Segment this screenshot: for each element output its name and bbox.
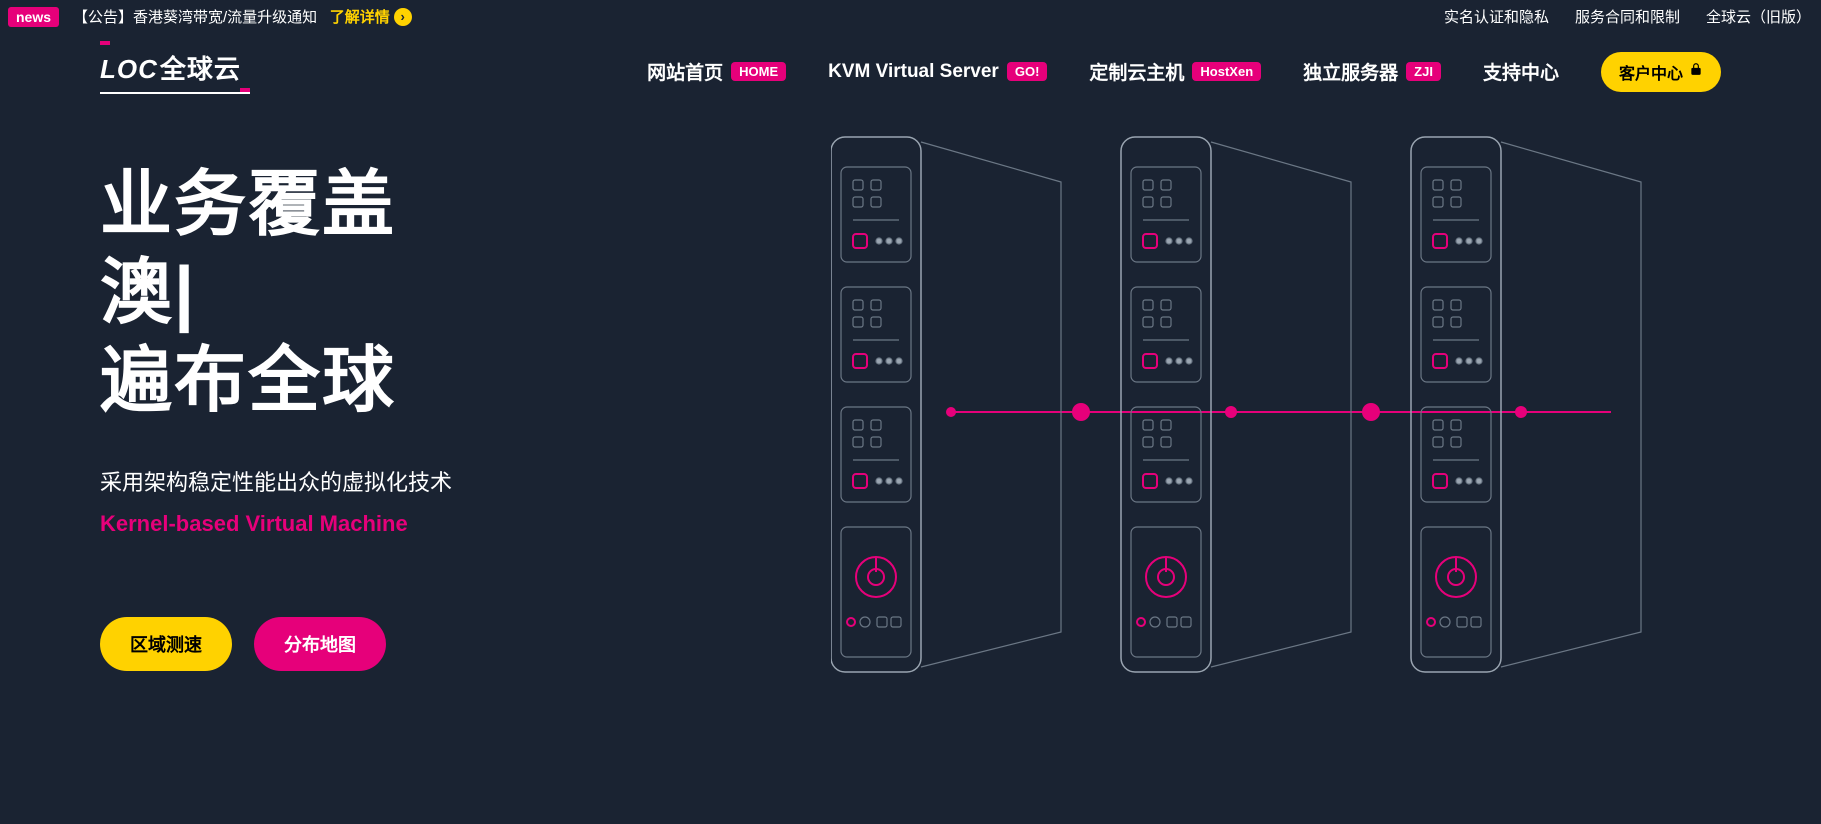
arrow-right-icon: › (394, 8, 412, 26)
nav-item-home[interactable]: 网站首页 HOME (647, 58, 786, 85)
server-svg (831, 112, 1731, 712)
server-panel-icon (921, 142, 1061, 667)
nav-label: 支持中心 (1483, 58, 1559, 85)
topbar-link-auth[interactable]: 实名认证和隐私 (1444, 6, 1549, 27)
logo-dot-icon (100, 41, 110, 45)
server-rack-2 (1121, 137, 1351, 672)
server-panel-icon (1501, 142, 1641, 667)
nav-item-kvm[interactable]: KVM Virtual Server GO! (828, 61, 1047, 83)
server-slot-icon (1421, 287, 1491, 382)
news-badge[interactable]: news (8, 7, 59, 27)
server-slot-icon (1421, 167, 1491, 262)
connection-node-icon (1362, 403, 1380, 421)
server-rack-1 (831, 137, 1061, 672)
hero-text: 业务覆盖 澳| 遍布全球 采用架构稳定性能出众的虚拟化技术 Kernel-bas… (100, 162, 452, 671)
nav-label: KVM Virtual Server (828, 61, 999, 83)
announcement-body: 【公告】香港葵湾带宽/流量升级通知 (73, 9, 317, 26)
learn-more-label: 了解详情 (330, 6, 390, 27)
hero-subtitle-2: Kernel-based Virtual Machine (100, 511, 452, 537)
server-slot-icon (1131, 167, 1201, 262)
nav-item-dedicated[interactable]: 独立服务器 ZJI (1303, 58, 1441, 85)
topbar-link-legacy[interactable]: 全球云（旧版） (1706, 6, 1811, 27)
nav-tag: HostXen (1192, 62, 1261, 81)
server-power-icon (841, 527, 911, 657)
nav-label: 定制云主机 (1089, 58, 1184, 85)
logo-text: LOC 全球云 (100, 49, 250, 86)
hero-title-line1: 业务覆盖 (100, 162, 452, 250)
hero-title-line2: 澳| (100, 250, 452, 338)
logo-loc: LOC (100, 54, 158, 85)
map-button[interactable]: 分布地图 (254, 617, 386, 671)
server-slot-icon (841, 407, 911, 502)
hero-title: 业务覆盖 澳| 遍布全球 (100, 162, 452, 425)
lock-icon (1689, 62, 1703, 81)
server-front-icon (831, 137, 921, 672)
server-slot-icon (1131, 407, 1201, 502)
nav-label: 网站首页 (647, 58, 723, 85)
server-illustration (831, 112, 1731, 712)
server-slot-icon (841, 287, 911, 382)
nav-tag: HOME (731, 62, 786, 81)
server-slot-icon (841, 167, 911, 262)
server-power-icon (1131, 527, 1201, 657)
hero-title-line3: 遍布全球 (100, 338, 452, 426)
announcement-text: 【公告】香港葵湾带宽/流量升级通知 了解详情 › (73, 6, 412, 27)
topbar-left: news 【公告】香港葵湾带宽/流量升级通知 了解详情 › (8, 6, 412, 27)
client-center-button[interactable]: 客户中心 (1601, 52, 1721, 92)
topbar-link-tos[interactable]: 服务合同和限制 (1575, 6, 1680, 27)
logo-suffix: 全球云 (160, 49, 241, 86)
connection-node-icon (1072, 403, 1090, 421)
nav-label: 独立服务器 (1303, 58, 1398, 85)
topbar: news 【公告】香港葵湾带宽/流量升级通知 了解详情 › 实名认证和隐私 服务… (0, 0, 1821, 37)
logo[interactable]: LOC 全球云 (100, 51, 250, 92)
connection-node-icon (1515, 406, 1527, 418)
nav-items: 网站首页 HOME KVM Virtual Server GO! 定制云主机 H… (647, 52, 1721, 92)
server-slot-icon (1421, 407, 1491, 502)
nav-tag: GO! (1007, 62, 1048, 81)
hero-subtitle-1: 采用架构稳定性能出众的虚拟化技术 (100, 465, 452, 497)
server-slot-icon (1131, 287, 1201, 382)
server-panel-icon (1211, 142, 1351, 667)
speed-test-button[interactable]: 区域测速 (100, 617, 232, 671)
nav-item-support[interactable]: 支持中心 (1483, 58, 1559, 85)
server-front-icon (1411, 137, 1501, 672)
logo-accent-dots (100, 41, 250, 45)
topbar-right-links: 实名认证和隐私 服务合同和限制 全球云（旧版） (1444, 6, 1811, 27)
nav-item-hostxen[interactable]: 定制云主机 HostXen (1089, 58, 1261, 85)
server-power-icon (1421, 527, 1491, 657)
hero: 业务覆盖 澳| 遍布全球 采用架构稳定性能出众的虚拟化技术 Kernel-bas… (0, 92, 1821, 671)
hero-buttons: 区域测速 分布地图 (100, 617, 452, 671)
server-front-icon (1121, 137, 1211, 672)
server-rack-3 (1411, 137, 1641, 672)
learn-more-link[interactable]: 了解详情 › (330, 6, 412, 27)
connection-node-icon (946, 407, 956, 417)
client-button-label: 客户中心 (1619, 60, 1683, 84)
nav-tag: ZJI (1406, 62, 1441, 81)
main-nav: LOC 全球云 网站首页 HOME KVM Virtual Server GO!… (0, 37, 1821, 92)
connection-node-icon (1225, 406, 1237, 418)
